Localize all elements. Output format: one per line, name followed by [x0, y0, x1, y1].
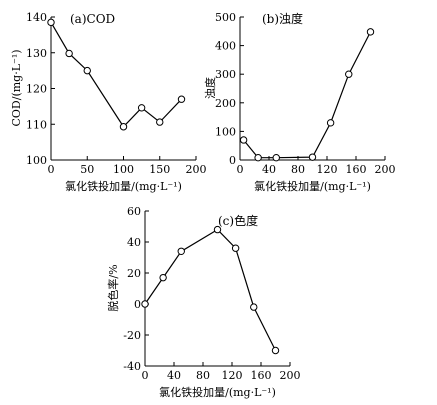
y-tick-label: 140	[26, 11, 47, 24]
series-line	[243, 31, 372, 159]
x-tick-label: 200	[375, 163, 396, 176]
y-tick-label: 100	[26, 154, 47, 167]
data-point	[239, 136, 248, 144]
y-tick-label: 120	[26, 83, 47, 96]
x-tick-label: 160	[251, 369, 272, 382]
x-tick-label: 40	[262, 163, 276, 176]
data-point	[141, 300, 149, 308]
y-tick-label: 0	[134, 298, 141, 311]
panel-turbidity: 0 40 80 120 160 200 0 100 200 300 400 500 (b)浊度氯化铁投加…	[203, 11, 396, 193]
series-line	[50, 22, 182, 128]
y-axis-label: 浊度	[203, 77, 217, 99]
x-tick-label: 0	[237, 163, 244, 176]
x-tick-label: 50	[80, 163, 94, 176]
y-axis-label: 脱色率/%	[106, 264, 120, 311]
y-tick-label: -20	[123, 329, 141, 342]
panel-cod: 0 50 100 150 200 100 110 120 130 140 (a)COD 氯化铁投加量/…	[10, 11, 207, 193]
data-point	[213, 225, 222, 234]
y-tick-label: 20	[127, 267, 141, 280]
data-point	[83, 66, 91, 75]
data-point	[272, 154, 280, 162]
x-tick-label: 120	[222, 369, 243, 382]
x-axis-label: 氯化铁投加量/(mg·L⁻¹)	[159, 385, 276, 399]
data-point	[119, 123, 128, 131]
data-point	[308, 153, 317, 161]
panel-color: 0 40 80 120 160 200 -40 -20 0 20 40 60 (c)色度氯化铁投加量/(…	[106, 205, 301, 399]
data-point	[177, 247, 185, 256]
y-axis-label: COD/(mg·L⁻¹)	[10, 49, 23, 126]
y-tick-label: 130	[26, 47, 47, 60]
panel-title: (b)浊度	[262, 11, 303, 26]
y-tick-label: 0	[229, 154, 236, 167]
series-line	[144, 228, 277, 351]
data-point	[159, 273, 167, 282]
data-point	[345, 70, 353, 78]
data-point	[271, 346, 280, 355]
x-tick-label: 200	[186, 163, 207, 176]
y-tick-label: 110	[26, 118, 47, 131]
x-tick-label: 0	[142, 369, 149, 382]
data-point	[366, 28, 375, 36]
y-tick-label: 100	[215, 125, 236, 138]
x-tick-label: 150	[149, 163, 170, 176]
x-tick-label: 80	[291, 163, 305, 176]
data-point	[326, 119, 335, 127]
data-point	[250, 303, 258, 311]
x-axis-label: 氯化铁投加量/(mg·L⁻¹)	[254, 179, 371, 193]
panel-title: (a)COD	[70, 12, 115, 26]
data-point	[47, 18, 55, 27]
x-tick-label: 40	[167, 369, 181, 382]
y-tick-label: 200	[215, 97, 236, 110]
panel-title: (c)色度	[218, 213, 258, 228]
data-point	[65, 49, 73, 58]
x-tick-label: 0	[48, 163, 55, 176]
y-tick-label: 300	[215, 68, 236, 81]
x-axis-label: 氯化铁投加量/(mg·L⁻¹)	[65, 179, 182, 193]
data-point	[137, 104, 146, 112]
x-tick-label: 200	[280, 369, 301, 382]
x-tick-label: 100	[113, 163, 134, 176]
x-tick-label: 160	[346, 163, 367, 176]
data-point	[231, 244, 240, 252]
data-point	[254, 154, 262, 162]
y-tick-label: 400	[215, 40, 236, 53]
y-tick-label: 40	[127, 236, 141, 249]
data-point	[177, 95, 186, 103]
y-tick-label: -40	[123, 360, 141, 373]
y-tick-label: 60	[127, 205, 141, 218]
data-point	[156, 118, 164, 126]
x-tick-label: 120	[317, 163, 338, 176]
x-tick-label: 80	[196, 369, 210, 382]
y-tick-label: 500	[215, 11, 236, 24]
